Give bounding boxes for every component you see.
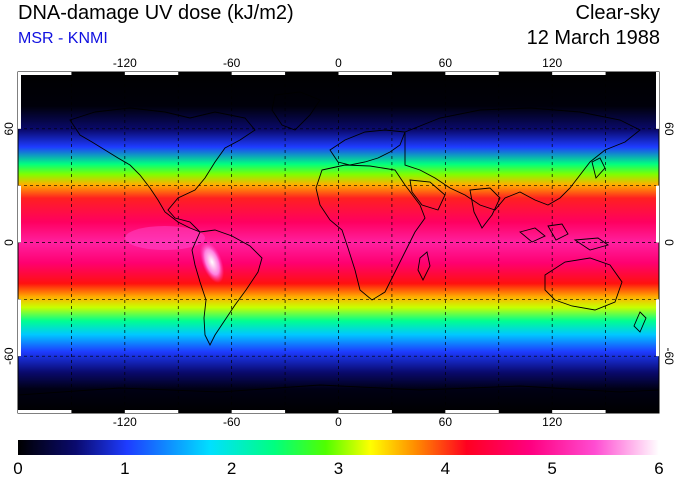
lon-tick-label: 120 — [542, 415, 562, 429]
edge-bar-left — [18, 299, 21, 357]
edge-bar-top — [445, 72, 499, 75]
lat-tick-labels-right: 60 0 -60 — [662, 122, 676, 365]
colorbar-tick-labels: 0 1 2 3 4 5 6 — [13, 459, 663, 478]
lon-tick-label: 0 — [335, 56, 342, 70]
edge-bar-right — [656, 185, 659, 243]
lon-tick-label: 0 — [335, 415, 342, 429]
edge-bar-top — [338, 72, 392, 75]
map-gridlines — [18, 72, 659, 413]
colorbar-tick-label: 6 — [654, 459, 663, 478]
edge-bar-bottom — [445, 410, 499, 413]
edge-bar-right — [656, 299, 659, 357]
colorbar — [18, 440, 659, 455]
lat-tick-labels-left: 60 0 -60 — [2, 122, 16, 365]
source-label: MSR - KNMI — [18, 30, 108, 47]
lon-tick-label: -120 — [113, 56, 137, 70]
lon-tick-label: -60 — [223, 415, 241, 429]
lat-tick-label: -60 — [662, 347, 676, 365]
edge-bar-top — [552, 72, 606, 75]
lat-tick-label: 60 — [2, 122, 16, 136]
edge-bar-top — [231, 72, 286, 75]
lat-tick-label: 0 — [2, 239, 16, 246]
lon-tick-label: 60 — [439, 56, 453, 70]
lon-tick-label: 60 — [439, 415, 453, 429]
edge-bar-bottom — [338, 410, 392, 413]
edge-bar-bottom — [124, 410, 179, 413]
sky-condition-label: Clear-sky — [575, 2, 660, 24]
edge-bar-top — [18, 72, 72, 75]
lon-tick-label: -60 — [223, 56, 241, 70]
map-edge-bars — [18, 72, 659, 413]
lon-tick-labels-bottom: -120 -60 0 60 120 — [113, 415, 563, 429]
edge-bar-top — [124, 72, 179, 75]
lat-tick-label: -60 — [2, 347, 16, 365]
edge-bar-bottom — [552, 410, 606, 413]
lon-tick-label: -120 — [113, 415, 137, 429]
edge-bar-right — [656, 72, 659, 129]
edge-bar-bottom — [18, 410, 72, 413]
lon-tick-labels-top: -120 -60 0 60 120 — [113, 56, 563, 70]
edge-bar-bottom — [231, 410, 286, 413]
edge-bar-left — [18, 72, 21, 129]
date-label: 12 March 1988 — [526, 27, 660, 49]
colorbar-tick-label: 5 — [547, 459, 556, 478]
chart-title: DNA-damage UV dose (kJ/m2) — [18, 2, 294, 24]
lat-tick-label: 0 — [662, 239, 676, 246]
coastlines — [18, 91, 659, 396]
colorbar-tick-label: 1 — [120, 459, 129, 478]
colorbar-tick-label: 2 — [227, 459, 236, 478]
tropical-hotspot — [125, 226, 205, 250]
lon-tick-label: 120 — [542, 56, 562, 70]
lat-tick-label: 60 — [662, 122, 676, 136]
colorbar-tick-label: 3 — [334, 459, 343, 478]
colorbar-tick-label: 0 — [13, 459, 22, 478]
andes-hotspot — [199, 241, 225, 283]
edge-bar-left — [18, 185, 21, 243]
colorbar-tick-label: 4 — [441, 459, 450, 478]
